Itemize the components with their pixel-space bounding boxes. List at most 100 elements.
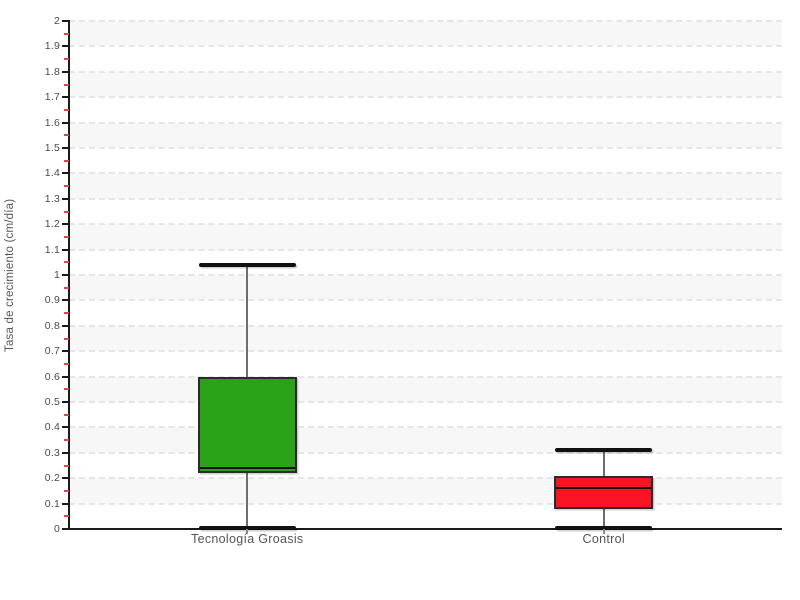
gridline	[69, 451, 782, 454]
y-minor-tick	[64, 464, 69, 467]
y-major-tick	[62, 401, 68, 403]
y-major-tick	[62, 451, 68, 454]
y-major-tick	[62, 197, 68, 200]
y-tick-label: 1.7	[44, 91, 60, 104]
y-major-tick	[62, 70, 68, 73]
background-band	[69, 148, 782, 174]
background-band	[69, 122, 782, 148]
x-category-tick	[246, 529, 249, 534]
y-major-tick	[62, 299, 68, 302]
gridline	[69, 248, 782, 251]
y-tick-label: 0.1	[44, 497, 60, 510]
y-minor-tick	[64, 515, 69, 518]
y-major-tick	[62, 274, 68, 276]
whisker-cap-min	[555, 525, 653, 530]
y-tick-label: 0	[53, 523, 60, 535]
box-iqr	[554, 475, 654, 509]
y-major-tick	[62, 477, 68, 480]
x-category-label: Control	[582, 532, 625, 546]
y-tick-label: 1.8	[44, 65, 60, 78]
y-tick-label: 0.8	[44, 319, 60, 332]
y-minor-tick	[64, 439, 69, 442]
y-tick-label: 1.1	[44, 243, 60, 256]
background-band	[69, 97, 782, 123]
y-major-tick	[62, 375, 68, 378]
y-minor-tick	[64, 83, 69, 86]
background-band	[69, 452, 782, 479]
y-major-tick	[62, 223, 68, 226]
y-minor-tick	[64, 134, 69, 137]
background-band	[69, 46, 782, 72]
median-line	[199, 467, 295, 470]
gridline	[69, 223, 782, 226]
y-axis-title: Tasa de crecimiento (cm/día)	[4, 198, 16, 352]
y-tick-label: 0.2	[44, 472, 60, 485]
background-band	[69, 173, 782, 199]
gridline	[69, 96, 782, 99]
y-tick-label: 0.6	[44, 370, 60, 383]
y-minor-tick	[64, 32, 69, 35]
y-minor-tick	[64, 286, 69, 289]
y-major-tick	[62, 20, 68, 22]
gridline	[69, 426, 782, 429]
y-minor-tick	[64, 185, 69, 188]
y-minor-tick	[64, 108, 69, 111]
y-major-tick	[62, 147, 68, 149]
y-minor-tick	[64, 261, 69, 264]
x-category-tick	[602, 529, 605, 534]
y-major-tick	[62, 121, 68, 124]
y-minor-tick	[64, 489, 69, 492]
y-minor-tick	[64, 235, 69, 238]
y-major-tick	[62, 324, 68, 327]
y-tick-label: 1.6	[44, 116, 60, 129]
whisker-cap-max	[555, 448, 653, 453]
y-minor-tick	[64, 337, 69, 340]
plot-area	[69, 20, 782, 529]
gridline	[69, 299, 782, 302]
gridline	[69, 350, 782, 353]
whisker-cap-min	[198, 525, 296, 530]
background-band	[69, 275, 782, 301]
y-minor-tick	[64, 388, 69, 391]
y-major-tick	[62, 502, 68, 505]
background-band	[69, 503, 782, 529]
gridline	[69, 502, 782, 505]
gridline	[69, 172, 782, 175]
gridline	[69, 45, 782, 48]
y-major-tick	[62, 172, 68, 175]
y-major-tick	[62, 96, 68, 99]
box-iqr	[197, 376, 297, 474]
median-line	[556, 487, 652, 490]
background-band	[69, 224, 782, 250]
y-tick-label: 0.7	[44, 345, 60, 358]
y-minor-tick	[64, 159, 69, 162]
x-category-label: Tecnología Groasis	[191, 532, 304, 546]
background-band	[69, 478, 782, 504]
y-tick-label: 1	[53, 269, 60, 281]
y-major-tick	[62, 350, 68, 353]
gridline	[69, 197, 782, 200]
y-tick-label: 0.4	[44, 421, 60, 434]
gridline	[69, 147, 782, 149]
y-tick-label: 2	[53, 15, 60, 27]
x-axis-line	[68, 528, 782, 530]
gridline	[69, 375, 782, 378]
gridline	[69, 121, 782, 124]
gridline	[69, 70, 782, 73]
y-tick-label: 1.2	[44, 218, 60, 231]
y-minor-tick	[64, 210, 69, 213]
y-minor-tick	[64, 362, 69, 365]
y-tick-label: 0.3	[44, 446, 60, 459]
y-tick-label: 1.4	[44, 167, 60, 180]
background-band	[69, 71, 782, 98]
background-band	[69, 249, 782, 275]
y-tick-label: 1.9	[44, 40, 60, 53]
y-major-tick	[62, 528, 68, 530]
gridline	[69, 477, 782, 480]
y-minor-tick	[64, 58, 69, 61]
background-band	[69, 402, 782, 428]
y-tick-label: 1.3	[44, 192, 60, 205]
y-tick-label: 1.5	[44, 142, 60, 154]
background-band	[69, 198, 782, 225]
